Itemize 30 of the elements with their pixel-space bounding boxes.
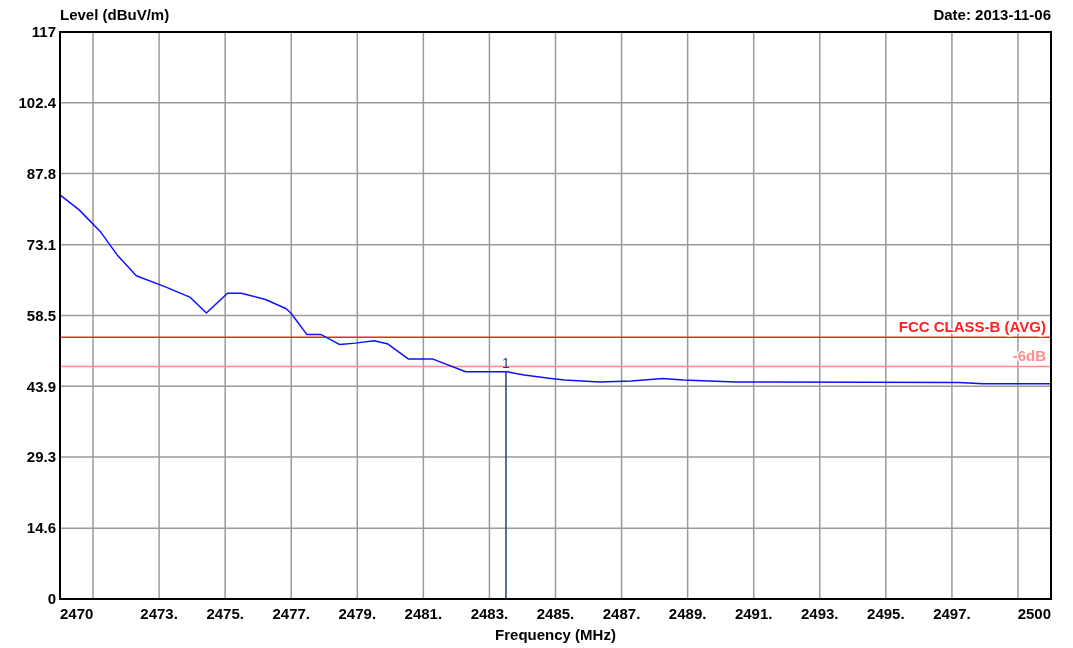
x-axis-title: Frequency (MHz) bbox=[495, 626, 616, 643]
x-tick-label: 2483. bbox=[470, 605, 509, 622]
x-tick-label: 2485. bbox=[536, 605, 575, 622]
y-tick-label: 14.6 bbox=[26, 519, 56, 537]
text: Date: 2013-11-06 bbox=[933, 6, 1051, 23]
x-tick-label: 2470 bbox=[60, 605, 94, 622]
line-series bbox=[59, 194, 1052, 385]
y-tick-label: 29.3 bbox=[26, 448, 56, 466]
x-tick-label: 2479. bbox=[338, 605, 377, 622]
x-tick-label: 2500 bbox=[1017, 605, 1051, 622]
x-tick-label: 2489. bbox=[668, 605, 707, 622]
x-tick-label: 2495. bbox=[867, 605, 905, 622]
y-tick-label: 43.9 bbox=[26, 377, 56, 395]
x-tick-label: 2475. bbox=[206, 605, 244, 622]
x-tick-label: 2491. bbox=[734, 605, 773, 622]
x-tick-label: 2473. bbox=[140, 605, 178, 622]
y-tick-label: 73.1 bbox=[26, 236, 56, 253]
x-tick-label: 2481. bbox=[404, 605, 443, 622]
ref-line-label: FCC CLASS-B (AVG) bbox=[898, 318, 1046, 336]
x-tick-label: 2487. bbox=[602, 605, 641, 622]
x-tick-label: 2497. bbox=[933, 605, 971, 622]
y-tick-label: 87.8 bbox=[26, 164, 56, 182]
y-tick-label: 58.5 bbox=[26, 306, 56, 324]
y-tick-label: 102.4 bbox=[18, 94, 57, 111]
y-axis-title: Level (dBuV/m) bbox=[60, 6, 170, 23]
annotation: 1 bbox=[502, 354, 511, 371]
x-tick-label: 2477. bbox=[272, 605, 311, 622]
x-tick-label: 2493. bbox=[800, 605, 839, 622]
y-tick-label: 117 bbox=[31, 23, 56, 41]
y-tick-label: 0 bbox=[47, 590, 56, 608]
